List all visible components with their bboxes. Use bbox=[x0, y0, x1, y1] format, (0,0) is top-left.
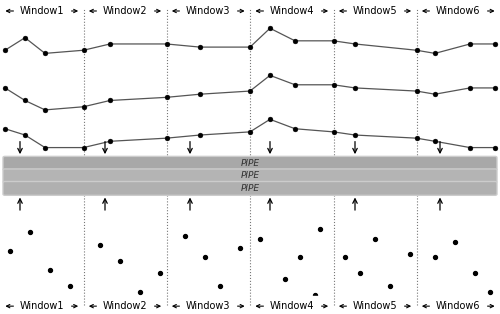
Text: Window2: Window2 bbox=[102, 301, 148, 311]
Point bbox=[26, 230, 34, 235]
Point bbox=[406, 252, 414, 257]
Point bbox=[451, 239, 459, 244]
Text: Window4: Window4 bbox=[270, 6, 314, 16]
Point bbox=[356, 271, 364, 276]
Point bbox=[341, 255, 349, 260]
Text: Window4: Window4 bbox=[270, 301, 314, 311]
Text: PIPE: PIPE bbox=[240, 171, 260, 180]
Point bbox=[116, 258, 124, 263]
Text: Window3: Window3 bbox=[186, 301, 230, 311]
Text: Window2: Window2 bbox=[102, 6, 148, 16]
Point bbox=[281, 277, 289, 282]
Point bbox=[66, 283, 74, 288]
FancyBboxPatch shape bbox=[3, 156, 497, 170]
Text: Window1: Window1 bbox=[20, 301, 64, 311]
Point bbox=[311, 293, 319, 298]
Text: PIPE: PIPE bbox=[240, 184, 260, 193]
Point bbox=[316, 227, 324, 232]
Text: Window6: Window6 bbox=[436, 6, 480, 16]
Point bbox=[201, 255, 209, 260]
Text: Window6: Window6 bbox=[436, 301, 480, 311]
FancyBboxPatch shape bbox=[3, 169, 497, 183]
Point bbox=[471, 271, 479, 276]
Point bbox=[431, 255, 439, 260]
Point bbox=[216, 283, 224, 288]
Point bbox=[96, 242, 104, 247]
Text: Window3: Window3 bbox=[186, 6, 230, 16]
Point bbox=[181, 233, 189, 238]
FancyBboxPatch shape bbox=[3, 181, 497, 195]
Point bbox=[256, 236, 264, 241]
Point bbox=[486, 290, 494, 295]
Text: PIPE: PIPE bbox=[240, 159, 260, 168]
Point bbox=[296, 255, 304, 260]
Point bbox=[46, 268, 54, 273]
Text: Window1: Window1 bbox=[20, 6, 64, 16]
Point bbox=[386, 283, 394, 288]
Text: Window5: Window5 bbox=[352, 6, 398, 16]
Text: Window5: Window5 bbox=[352, 301, 398, 311]
Point bbox=[6, 249, 14, 254]
Point bbox=[136, 290, 144, 295]
Point bbox=[156, 271, 164, 276]
Point bbox=[371, 236, 379, 241]
Point bbox=[236, 246, 244, 251]
